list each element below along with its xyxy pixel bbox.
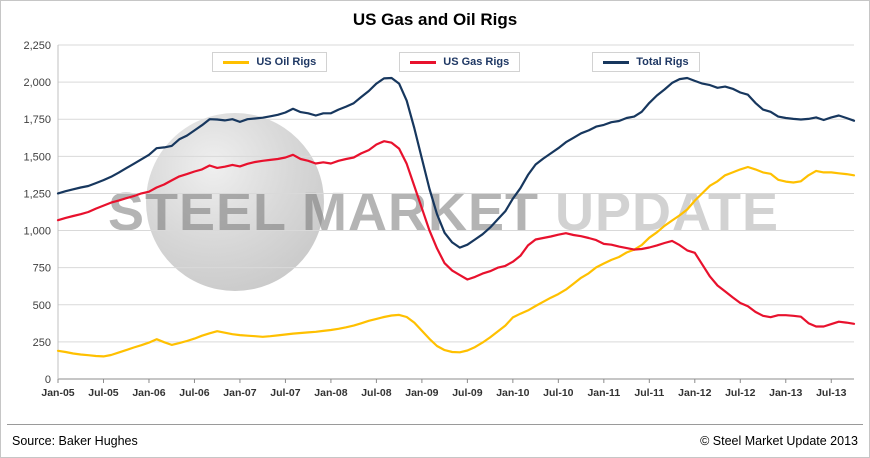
series-line-us-oil-rigs: [56, 165, 856, 358]
source-credit: Source: Baker Hughes: [12, 434, 138, 448]
x-axis-tick-label: Jan-11: [587, 387, 620, 399]
x-axis-tick-label: Jul-11: [634, 387, 664, 399]
y-axis-tick-label: 250: [33, 337, 51, 349]
x-axis-tick-label: Jul-09: [452, 387, 483, 399]
copyright-notice: © Steel Market Update 2013: [700, 434, 858, 448]
series-line-us-gas-rigs: [56, 140, 856, 328]
x-axis-tick-label: Jul-07: [270, 387, 301, 399]
x-axis-tick-label: Jan-07: [223, 387, 256, 399]
x-axis-tick-label: Jan-08: [314, 387, 347, 399]
x-axis-tick-label: Jan-05: [41, 387, 74, 399]
chart-area: STEEL MARKET UPDATE US Oil Rigs US Gas R…: [2, 35, 868, 411]
y-axis-tick-label: 0: [45, 374, 51, 386]
y-axis-tick-label: 1,250: [23, 188, 51, 200]
y-axis-tick-label: 1,500: [23, 151, 51, 163]
x-axis-tick-label: Jul-08: [361, 387, 392, 399]
y-axis-tick-label: 2,250: [23, 40, 51, 52]
x-axis-tick-label: Jan-13: [769, 387, 802, 399]
x-axis-tick-label: Jan-12: [678, 387, 711, 399]
chart-title: US Gas and Oil Rigs: [352, 10, 518, 29]
x-axis-tick-label: Jan-06: [132, 387, 165, 399]
y-axis-tick-label: 1,000: [23, 226, 51, 238]
x-axis-tick-label: Jan-10: [496, 387, 529, 399]
x-axis-tick-label: Jul-05: [88, 387, 119, 399]
x-axis-tick-label: Jul-10: [543, 387, 574, 399]
y-axis-tick-label: 1,750: [23, 114, 51, 126]
chart-footer: Source: Baker Hughes © Steel Market Upda…: [7, 424, 863, 457]
series-line-total-rigs: [56, 76, 856, 249]
x-axis-tick-label: Jul-12: [725, 387, 756, 399]
x-axis-tick-label: Jul-06: [179, 387, 210, 399]
y-axis-tick-label: 750: [33, 263, 51, 275]
y-axis-tick-label: 500: [33, 300, 51, 312]
chart-svg: 0 250 500 750 1,000 1,250 1,500 1,750 2,000 2,250…: [23, 40, 856, 399]
x-axis-tick-label: Jan-09: [405, 387, 438, 399]
x-axis-tick-label: Jul-13: [816, 387, 847, 399]
y-axis-tick-label: 2,000: [23, 77, 51, 89]
